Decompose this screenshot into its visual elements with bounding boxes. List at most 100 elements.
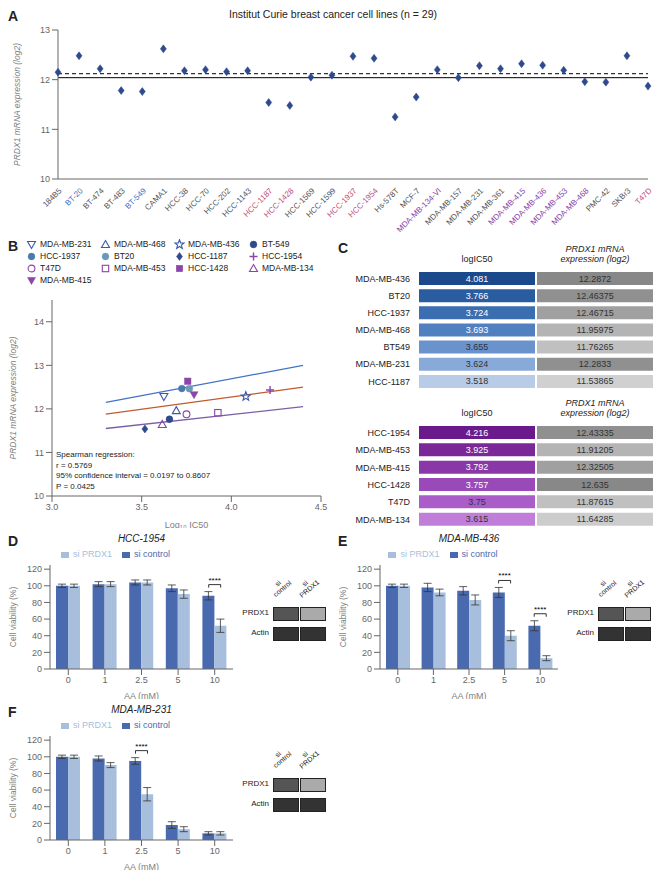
svg-text:4.081: 4.081 <box>466 274 489 284</box>
svg-text:12.43335: 12.43335 <box>576 428 614 438</box>
svg-text:100: 100 <box>27 752 42 762</box>
svg-text:1: 1 <box>431 675 436 685</box>
svg-text:11.95975: 11.95975 <box>577 325 614 335</box>
svg-text:40: 40 <box>32 802 42 812</box>
svg-text:Cell viability (%): Cell viability (%) <box>338 587 348 648</box>
svg-text:MDA-MB-453: MDA-MB-453 <box>355 445 410 455</box>
svg-text:3.757: 3.757 <box>466 480 489 490</box>
svg-text:MDA-MB-134: MDA-MB-134 <box>355 515 410 525</box>
svg-text:10: 10 <box>535 675 545 685</box>
svg-text:14: 14 <box>34 317 44 327</box>
svg-text:2.5: 2.5 <box>135 846 148 856</box>
svg-text:Cell viability (%): Cell viability (%) <box>8 587 18 648</box>
svg-text:5: 5 <box>502 675 507 685</box>
svg-text:0: 0 <box>66 846 71 856</box>
svg-text:****: **** <box>208 576 220 585</box>
svg-text:60: 60 <box>32 614 42 624</box>
svg-text:11.53865: 11.53865 <box>577 376 614 386</box>
svg-text:MDA-MB-436: MDA-MB-436 <box>355 274 410 284</box>
svg-text:11.87615: 11.87615 <box>577 497 614 507</box>
svg-text:****: **** <box>534 605 546 614</box>
svg-text:BT549: BT549 <box>383 342 410 352</box>
svg-text:MDA-MB-415: MDA-MB-415 <box>355 463 410 473</box>
svg-text:40: 40 <box>362 631 372 641</box>
svg-text:1: 1 <box>102 675 107 685</box>
svg-text:1: 1 <box>102 846 107 856</box>
svg-text:3.75: 3.75 <box>468 497 486 507</box>
svg-text:3.518: 3.518 <box>466 376 489 386</box>
svg-text:12: 12 <box>34 404 44 414</box>
svg-text:Log₁₀ IC50: Log₁₀ IC50 <box>165 520 208 528</box>
svg-text:11.91205: 11.91205 <box>577 445 614 455</box>
svg-text:80: 80 <box>362 598 372 608</box>
svg-text:100: 100 <box>357 581 372 591</box>
svg-text:13: 13 <box>40 25 50 35</box>
svg-text:3.0: 3.0 <box>46 502 59 512</box>
svg-text:12.2872: 12.2872 <box>579 274 612 284</box>
svg-text:Cell viability (%): Cell viability (%) <box>8 758 18 819</box>
svg-text:PRDX1 mRNAexpression (log2): PRDX1 mRNAexpression (log2) <box>560 244 629 264</box>
svg-text:T47D: T47D <box>388 497 411 507</box>
svg-text:60: 60 <box>362 614 372 624</box>
svg-text:****: **** <box>498 571 510 580</box>
svg-text:12.635: 12.635 <box>581 480 609 490</box>
svg-text:0: 0 <box>395 675 400 685</box>
svg-text:logIC50: logIC50 <box>461 408 492 418</box>
svg-text:BT-474: BT-474 <box>81 186 106 211</box>
svg-text:10: 10 <box>34 491 44 501</box>
svg-text:MDA-MB-468: MDA-MB-468 <box>355 325 410 335</box>
svg-text:120: 120 <box>357 564 372 574</box>
svg-text:PMC-42: PMC-42 <box>584 186 611 213</box>
svg-text:20: 20 <box>32 819 42 829</box>
svg-text:80: 80 <box>32 769 42 779</box>
svg-text:HCC-1937: HCC-1937 <box>367 308 410 318</box>
svg-text:0: 0 <box>66 675 71 685</box>
svg-text:3.792: 3.792 <box>466 462 489 472</box>
svg-text:11.76265: 11.76265 <box>577 342 614 352</box>
svg-text:HCC-1954: HCC-1954 <box>347 186 380 219</box>
svg-text:10: 10 <box>40 174 50 184</box>
svg-text:SKBr3: SKBr3 <box>610 186 633 209</box>
svg-text:3.693: 3.693 <box>466 325 489 335</box>
svg-text:11: 11 <box>41 125 50 135</box>
svg-text:2.5: 2.5 <box>463 675 476 685</box>
svg-text:2.5: 2.5 <box>135 675 148 685</box>
svg-text:T47D: T47D <box>633 186 653 206</box>
svg-text:11: 11 <box>35 448 44 458</box>
svg-text:10: 10 <box>210 675 220 685</box>
svg-text:AA (mM): AA (mM) <box>124 691 159 699</box>
svg-text:12: 12 <box>40 75 50 85</box>
svg-text:20: 20 <box>362 648 372 658</box>
svg-text:MDA-MB-231: MDA-MB-231 <box>355 359 410 369</box>
svg-text:12.46375: 12.46375 <box>576 291 614 301</box>
svg-text:10: 10 <box>210 846 220 856</box>
svg-text:AA (mM): AA (mM) <box>124 862 159 870</box>
svg-text:13: 13 <box>34 361 44 371</box>
svg-text:3.766: 3.766 <box>466 291 489 301</box>
svg-text:PRDX1 mRNA expression (log2): PRDX1 mRNA expression (log2) <box>8 336 18 459</box>
svg-text:3.5: 3.5 <box>135 502 148 512</box>
svg-text:logIC50: logIC50 <box>461 254 492 264</box>
svg-text:PRDX1 mRNAexpression (log2): PRDX1 mRNAexpression (log2) <box>560 398 629 418</box>
svg-text:0: 0 <box>37 664 42 674</box>
svg-text:HCC-1428: HCC-1428 <box>367 480 410 490</box>
svg-text:184B5: 184B5 <box>41 186 64 209</box>
svg-text:100: 100 <box>27 581 42 591</box>
svg-text:5: 5 <box>176 675 181 685</box>
svg-text:AA (mM): AA (mM) <box>452 691 487 699</box>
svg-text:120: 120 <box>27 564 42 574</box>
svg-text:12.46715: 12.46715 <box>576 308 614 318</box>
svg-text:4.0: 4.0 <box>225 502 238 512</box>
svg-text:20: 20 <box>32 648 42 658</box>
svg-text:12.2833: 12.2833 <box>579 359 612 369</box>
svg-text:0: 0 <box>367 664 372 674</box>
svg-text:BT20: BT20 <box>388 291 410 301</box>
svg-text:****: **** <box>135 742 147 751</box>
svg-text:4.5: 4.5 <box>315 502 328 512</box>
svg-text:60: 60 <box>32 785 42 795</box>
svg-text:Hs-578T: Hs-578T <box>373 186 401 214</box>
svg-text:3.615: 3.615 <box>466 514 489 524</box>
svg-text:HCC-1187: HCC-1187 <box>368 377 410 387</box>
svg-text:120: 120 <box>27 735 42 745</box>
svg-text:12.32505: 12.32505 <box>576 462 614 472</box>
